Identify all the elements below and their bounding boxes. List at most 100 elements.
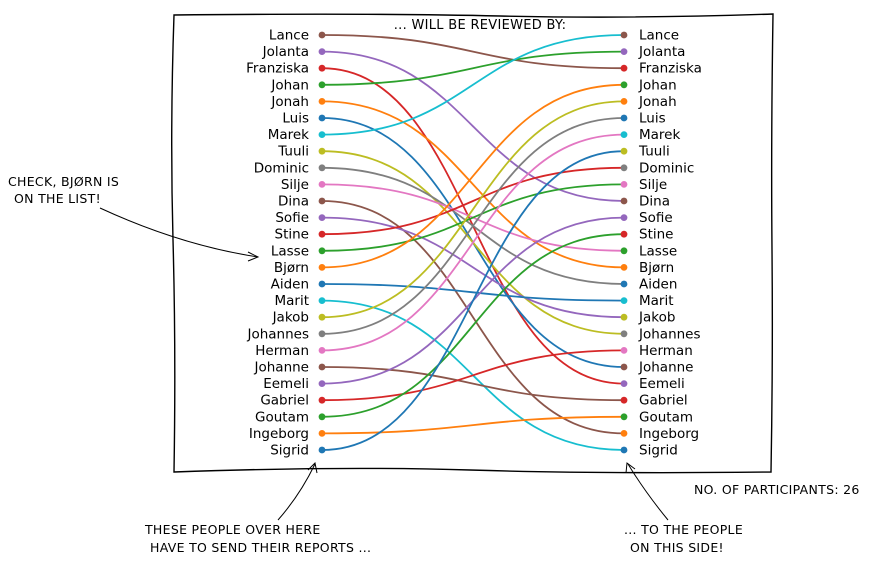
sender-dot-dominic bbox=[318, 164, 326, 172]
link-dina-to-ingeborg bbox=[321, 200, 625, 435]
reviewer-dot-aiden bbox=[620, 280, 628, 288]
sender-dot-dina bbox=[318, 197, 326, 205]
reviewer-name-johan: Johan bbox=[638, 77, 677, 93]
sender-name-eemeli: Eemeli bbox=[263, 376, 309, 392]
reviewer-name-jonah: Jonah bbox=[638, 94, 677, 110]
reviewer-name-silje: Silje bbox=[639, 177, 667, 193]
link-johanne-to-gabriel bbox=[321, 366, 625, 402]
reviewer-dot-stine bbox=[620, 230, 628, 238]
reviewer-dot-bjorn bbox=[620, 264, 628, 271]
reviewer-name-sigrid: Sigrid bbox=[639, 443, 678, 459]
link-ingeborg-to-goutam bbox=[321, 415, 625, 435]
sender-dot-eemeli bbox=[318, 380, 326, 387]
reviewer-name-gabriel: Gabriel bbox=[639, 393, 688, 409]
diagram-frame bbox=[171, 13, 774, 474]
link-lasse-to-silje bbox=[321, 183, 625, 252]
reviewer-dot-marek bbox=[620, 131, 628, 139]
reviewer-dot-lasse bbox=[620, 247, 628, 255]
reviewer-name-bjorn: Bjørn bbox=[639, 260, 674, 276]
link-johannes-to-luis bbox=[321, 117, 625, 335]
sender-name-herman: Herman bbox=[255, 343, 309, 359]
sender-dot-jolanta bbox=[318, 48, 326, 55]
sender-name-franziska: Franziska bbox=[246, 61, 309, 77]
senders-arrow bbox=[277, 463, 316, 521]
reviewer-dot-marit bbox=[620, 297, 628, 304]
reviewer-dot-dina bbox=[620, 197, 628, 205]
sender-dot-bjorn bbox=[318, 264, 326, 271]
sender-name-lance: Lance bbox=[269, 28, 309, 44]
reviewer-column: LanceJolantaFranziskaJohanJonahLuisMarek… bbox=[620, 28, 702, 459]
reviewer-name-stine: Stine bbox=[639, 227, 673, 243]
sender-dot-goutam bbox=[318, 413, 326, 421]
sender-name-marit: Marit bbox=[274, 293, 309, 309]
check-annotation-line-2: ON THE LIST! bbox=[14, 191, 101, 206]
reviewer-dot-johanne bbox=[620, 363, 628, 371]
senders-annotation-line-1: THESE PEOPLE OVER HERE bbox=[144, 522, 321, 537]
reviewer-dot-silje bbox=[620, 181, 628, 188]
reviewer-name-franziska: Franziska bbox=[639, 61, 702, 77]
sender-name-johan: Johan bbox=[270, 77, 309, 93]
sender-name-silje: Silje bbox=[281, 177, 309, 193]
sender-name-jakob: Jakob bbox=[272, 310, 309, 326]
sender-name-dominic: Dominic bbox=[254, 160, 309, 176]
reviewer-dot-lance bbox=[620, 31, 628, 39]
link-gabriel-to-herman bbox=[321, 349, 625, 402]
receivers-arrow-head bbox=[625, 462, 636, 474]
sender-dot-stine bbox=[318, 230, 326, 238]
reviewer-dot-gabriel bbox=[620, 396, 628, 404]
link-stine-to-dominic bbox=[321, 166, 625, 236]
reviewer-name-tuuli: Tuuli bbox=[638, 144, 670, 160]
check-arrow bbox=[99, 207, 259, 258]
sender-name-stine: Stine bbox=[275, 227, 309, 243]
sender-dot-johan bbox=[318, 81, 326, 89]
sender-dot-marek bbox=[318, 131, 326, 139]
sender-name-johannes: Johannes bbox=[246, 326, 309, 342]
sender-dot-aiden bbox=[318, 280, 326, 288]
link-sigrid-to-tuuli bbox=[321, 150, 625, 451]
reviewer-name-herman: Herman bbox=[639, 343, 693, 359]
reviewer-dot-tuuli bbox=[620, 147, 628, 155]
link-jonah-to-bjorn bbox=[321, 100, 625, 269]
receivers-arrow bbox=[627, 463, 669, 521]
sender-dot-herman bbox=[318, 347, 326, 354]
reviewer-name-eemeli: Eemeli bbox=[639, 376, 685, 392]
reviewer-name-luis: Luis bbox=[639, 111, 666, 127]
reviewer-dot-jonah bbox=[620, 98, 628, 105]
sender-dot-ingeborg bbox=[318, 430, 326, 437]
reviewer-name-sofie: Sofie bbox=[639, 210, 673, 226]
sender-dot-lance bbox=[318, 31, 326, 39]
review-links bbox=[321, 34, 625, 451]
reviewer-name-jakob: Jakob bbox=[638, 310, 675, 326]
sender-dot-johannes bbox=[318, 330, 326, 338]
sender-name-tuuli: Tuuli bbox=[277, 144, 309, 160]
link-jolanta-to-dina bbox=[321, 50, 625, 202]
sender-column: LanceJolantaFranziskaJohanJonahLuisMarek… bbox=[246, 28, 326, 459]
link-herman-to-marek bbox=[321, 133, 625, 352]
check-annotation-line-1: CHECK, BJØRN IS bbox=[8, 174, 119, 189]
sender-name-goutam: Goutam bbox=[255, 409, 309, 425]
sender-dot-luis bbox=[318, 114, 326, 122]
sender-name-gabriel: Gabriel bbox=[260, 393, 309, 409]
sender-dot-sigrid bbox=[318, 446, 326, 454]
link-marek-to-lance bbox=[321, 34, 625, 136]
sender-name-lasse: Lasse bbox=[271, 243, 309, 259]
check-arrow-head bbox=[247, 251, 260, 262]
reviewer-name-dina: Dina bbox=[639, 194, 670, 210]
link-bjorn-to-johan bbox=[321, 83, 625, 269]
sender-dot-silje bbox=[318, 181, 326, 188]
link-jakob-to-jonah bbox=[321, 100, 625, 319]
link-sofie-to-jakob bbox=[321, 216, 625, 319]
sender-dot-tuuli bbox=[318, 147, 326, 155]
sender-name-ingeborg: Ingeborg bbox=[249, 426, 309, 442]
reviewer-name-ingeborg: Ingeborg bbox=[639, 426, 699, 442]
reviewer-name-marek: Marek bbox=[639, 127, 680, 143]
sender-name-sigrid: Sigrid bbox=[270, 443, 309, 459]
senders-annotation: THESE PEOPLE OVER HERE HAVE TO SEND THEI… bbox=[144, 522, 371, 555]
check-annotation: CHECK, BJØRN IS ON THE LIST! bbox=[8, 174, 123, 206]
reviewer-dot-dominic bbox=[620, 164, 628, 172]
sender-dot-jonah bbox=[318, 98, 326, 105]
sender-name-sofie: Sofie bbox=[275, 210, 309, 226]
reviewer-dot-eemeli bbox=[620, 380, 628, 387]
senders-arrow-head bbox=[307, 461, 318, 474]
